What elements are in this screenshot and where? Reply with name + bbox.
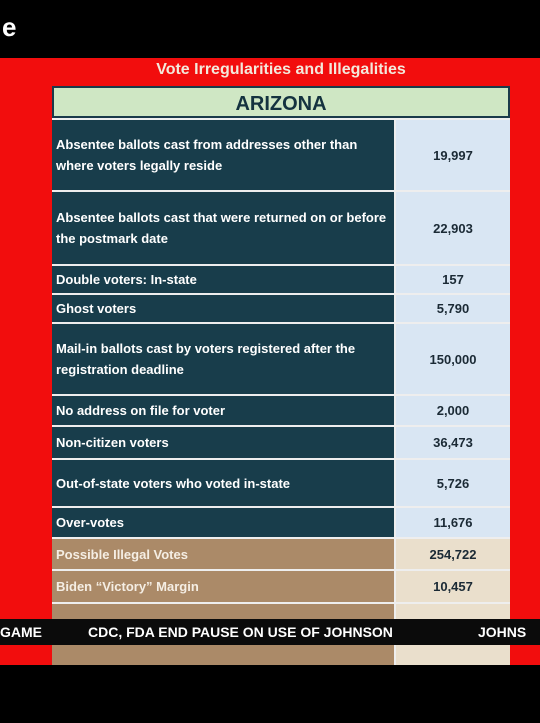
row-value: 10,457 [396, 571, 510, 602]
row-value: 36,473 [396, 427, 510, 458]
ticker-item: JOHNS [478, 624, 527, 640]
row-value: 150,000 [396, 324, 510, 394]
row-label: Non-citizen voters [52, 427, 394, 458]
row-value: 5,790 [396, 295, 510, 322]
ticker-item: CDC, FDA END PAUSE ON USE OF JOHNSON [88, 624, 393, 640]
row-label: Possible Illegal Votes [52, 539, 394, 569]
row-label: Biden “Victory” Margin [52, 571, 394, 602]
row-value: 5,726 [396, 460, 510, 506]
row-value: 157 [396, 266, 510, 293]
row-value: 22,903 [396, 192, 510, 264]
row-label: Out-of-state voters who voted in-state [52, 460, 394, 506]
row-label: Mail-in ballots cast by voters registere… [52, 324, 394, 394]
row-value: 19,997 [396, 120, 510, 190]
table-title: Vote Irregularities and Illegalities [156, 61, 406, 78]
row-value: 2,000 [396, 396, 510, 425]
row-label: Double voters: In-state [52, 266, 394, 293]
row-label: No address on file for voter [52, 396, 394, 425]
row-label: Absentee ballots cast from addresses oth… [52, 120, 394, 190]
ticker-item: GAME [0, 624, 42, 640]
row-label: Over-votes [52, 508, 394, 537]
row-label: Ghost voters [52, 295, 394, 322]
row-value: 254,722 [396, 539, 510, 569]
state-header: ARIZONA [52, 86, 510, 118]
news-ticker: GAME CDC, FDA END PAUSE ON USE OF JOHNSON… [0, 619, 540, 645]
row-label: Absentee ballots cast that were returned… [52, 192, 394, 264]
row-value: 11,676 [396, 508, 510, 537]
channel-text: e [2, 12, 17, 42]
